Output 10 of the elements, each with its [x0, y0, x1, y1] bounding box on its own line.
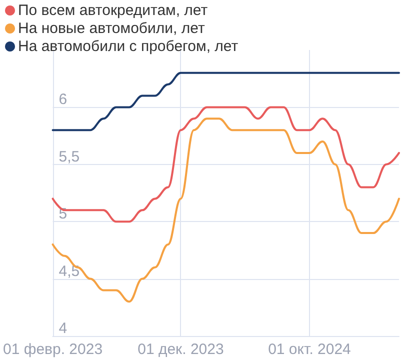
x-tick-label: 01 дек. 2023 [138, 341, 224, 358]
legend-label: На автомобили с пробегом, лет [18, 38, 238, 55]
y-tick-label: 5,5 [58, 148, 80, 166]
x-tick-label: 01 февр. 2023 [2, 341, 103, 358]
x-tick-label: 01 окт. 2024 [268, 341, 351, 358]
legend-label: На новые автомобили, лет [18, 20, 205, 37]
legend-label: По всем автокредитам, лет [18, 2, 208, 19]
y-tick-label: 4,5 [58, 262, 80, 280]
y-tick-label: 6 [58, 91, 68, 108]
y-tick-label: 4 [58, 320, 68, 337]
